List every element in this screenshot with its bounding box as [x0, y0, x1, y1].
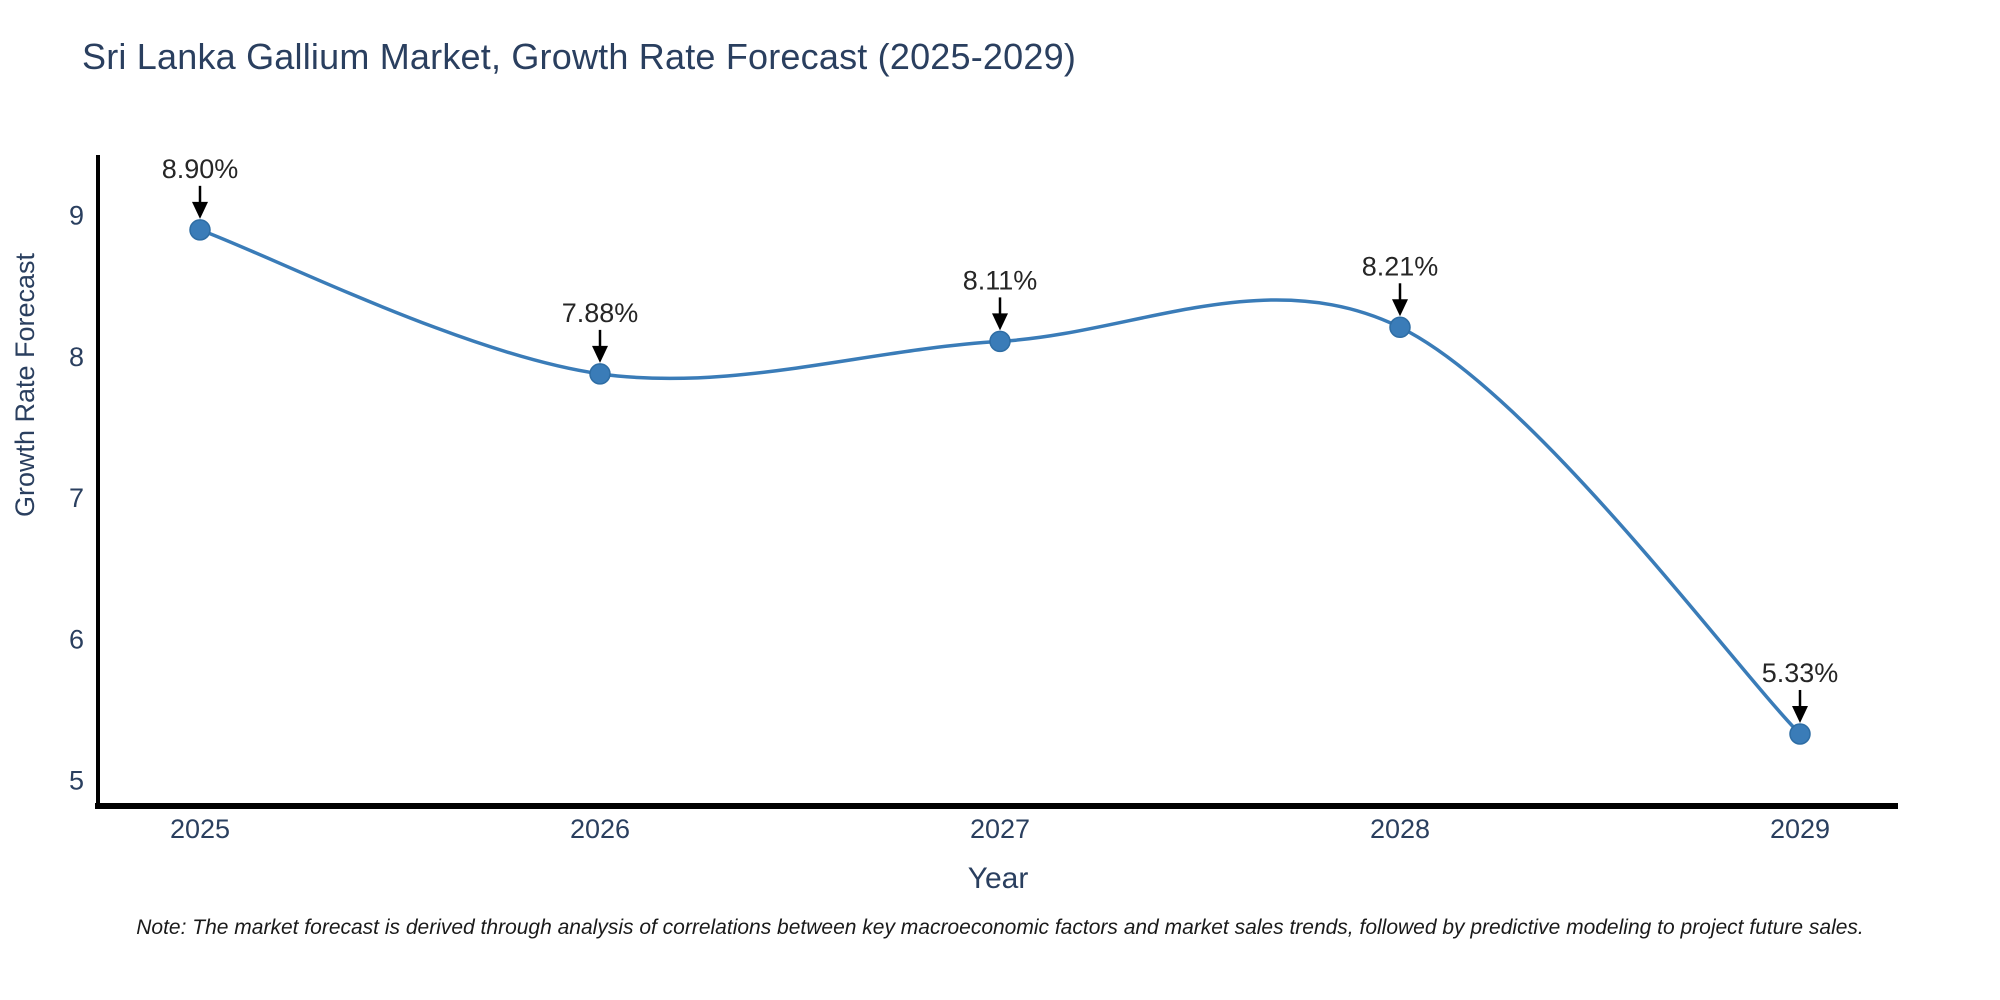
y-tick-label: 7: [69, 483, 84, 513]
footnote-text: Note: The market forecast is derived thr…: [136, 916, 1864, 939]
x-tick-label: 2026: [570, 814, 630, 844]
data-point-label: 5.33%: [1762, 658, 1839, 688]
data-point-marker: [1389, 316, 1411, 339]
x-axis-title: Year: [968, 862, 1029, 895]
y-axis-title: Growth Rate Forecast: [10, 252, 40, 517]
data-point-label: 8.11%: [963, 265, 1038, 295]
y-tick-label: 6: [69, 624, 84, 654]
y-tick-label: 8: [69, 342, 84, 372]
x-tick-label: 2029: [1770, 814, 1830, 844]
annotation-arrow-head: [1792, 705, 1808, 723]
chart-title: Sri Lanka Gallium Market, Growth Rate Fo…: [82, 36, 1077, 77]
y-tick-label: 5: [69, 766, 84, 796]
x-tick-label: 2025: [170, 814, 230, 844]
data-point-label: 7.88%: [562, 298, 639, 328]
data-point-label: 8.21%: [1362, 251, 1439, 281]
annotation-arrow-head: [1392, 299, 1408, 317]
annotation-arrow-head: [592, 345, 608, 363]
data-point-marker: [189, 219, 211, 241]
x-tick-label: 2028: [1370, 814, 1430, 844]
x-tick-label: 2027: [970, 814, 1030, 844]
data-point-marker: [589, 363, 611, 385]
annotation-arrow-head: [992, 313, 1008, 331]
y-tick-label: 9: [69, 201, 84, 231]
data-point-label: 8.90%: [162, 154, 239, 184]
data-point-marker: [1789, 723, 1811, 745]
series-line: [198, 228, 1802, 736]
data-point-marker: [989, 330, 1011, 353]
annotation-arrow-head: [192, 201, 208, 219]
